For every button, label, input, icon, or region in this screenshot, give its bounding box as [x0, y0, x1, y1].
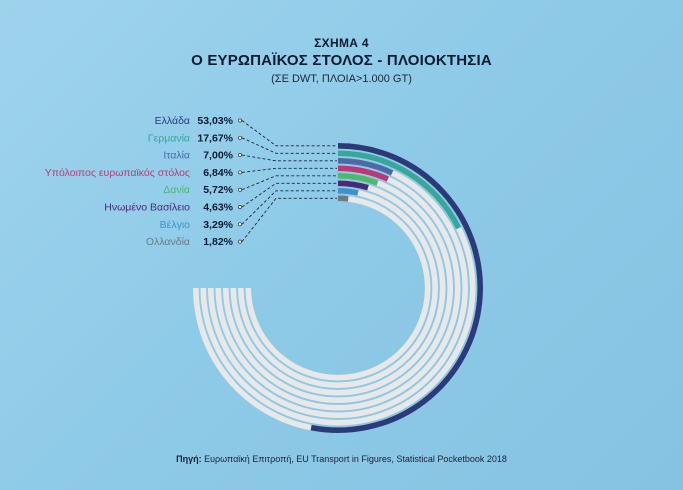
value-label-2: 7,00%	[203, 150, 233, 162]
leader-line-5	[241, 182, 337, 208]
category-label-3: Υπόλοιπος ευρωπαϊκός στόλος	[45, 167, 190, 179]
ring-bar-3	[337, 165, 390, 182]
ring-bar-7	[337, 195, 349, 202]
chart-title: Ο ΕΥΡΩΠΑΪΚΟΣ ΣΤΟΛΟΣ - ΠΛΟΙΟΚΤΗΣΙΑ	[191, 52, 492, 69]
value-label-3: 6,84%	[203, 167, 233, 179]
leader-line-6	[241, 190, 337, 225]
leader-line-2	[241, 154, 337, 162]
ring-track	[208, 158, 468, 418]
ring-bar-4	[337, 173, 379, 186]
leader-line-1	[241, 137, 337, 154]
source-note: Πηγή: Ευρωπαϊκή Επιτροπή, EU Transport i…	[0, 454, 683, 464]
leader-dot-6	[238, 222, 242, 227]
category-label-6: Βέλγιο	[160, 219, 191, 231]
category-label-4: Δανία	[163, 184, 190, 196]
figure-number: ΣΧΗΜΑ 4	[314, 36, 369, 50]
category-label-2: Ιταλία	[163, 150, 190, 162]
ring-track	[238, 188, 438, 388]
leader-dot-0	[238, 118, 242, 123]
ring-track	[230, 180, 446, 396]
ring-track	[223, 173, 453, 403]
leader-dot-3	[238, 170, 242, 175]
ring-bar-1	[337, 150, 462, 230]
leader-dot-1	[238, 135, 242, 140]
leader-dot-7	[238, 239, 242, 244]
value-label-6: 3,29%	[203, 219, 233, 231]
value-label-1: 17,67%	[197, 132, 233, 144]
chart-subtitle: (ΣΕ DWT, ΠΛΟΙΑ>1.000 GT)	[271, 73, 412, 85]
leader-line-3	[241, 167, 337, 173]
ring-bar-0	[310, 143, 483, 433]
source-label: Πηγή:	[176, 454, 202, 464]
leader-line-7	[241, 197, 337, 242]
category-label-5: Ηνωμένο Βασίλειο	[104, 202, 190, 214]
leader-line-4	[241, 175, 337, 191]
category-label-0: Ελλάδα	[155, 115, 190, 127]
value-label-5: 4,63%	[203, 202, 233, 214]
category-label-1: Γερμανία	[148, 132, 190, 144]
ring-bar-6	[337, 188, 359, 196]
ring-track	[245, 195, 431, 381]
category-label-7: Ολλανδία	[146, 236, 190, 248]
leader-dot-2	[238, 153, 242, 158]
leader-dot-5	[238, 205, 242, 209]
ring-bar-5	[337, 180, 369, 191]
source-text: Ευρωπαϊκή Επιτροπή, EU Transport in Figu…	[201, 454, 507, 464]
value-label-7: 1,82%	[203, 236, 233, 248]
leader-line-0	[241, 120, 337, 147]
ring-bar-2	[337, 158, 394, 176]
ring-track	[215, 165, 461, 411]
value-label-4: 5,72%	[203, 184, 233, 196]
value-label-0: 53,03%	[197, 115, 233, 127]
leader-dot-4	[238, 187, 242, 192]
